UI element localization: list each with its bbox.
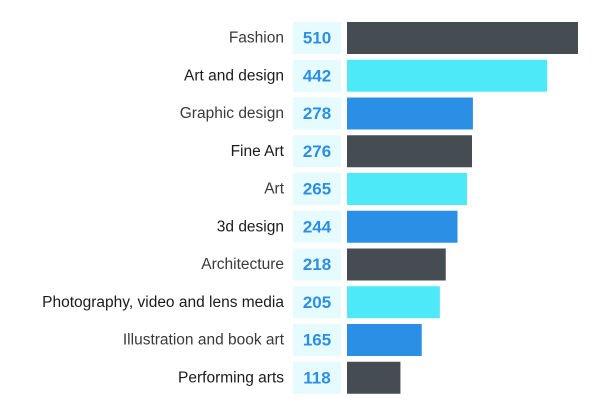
value-box (293, 210, 341, 243)
bar (347, 97, 473, 130)
bar-row: Art and design 442 (184, 59, 548, 92)
value-label: 510 (303, 29, 331, 48)
value-box (293, 324, 341, 356)
bar-row: Illustration and book art 165 (123, 324, 422, 356)
bar (347, 248, 446, 281)
bar-row: Photography, video and lens media 205 (42, 286, 440, 319)
bar-row: Art 265 (264, 173, 468, 205)
category-label: Photography, video and lens media (42, 294, 284, 311)
category-label: Graphic design (180, 105, 284, 122)
value-box (293, 286, 341, 319)
value-label: 278 (303, 104, 331, 123)
value-label: 218 (303, 255, 331, 274)
value-box (293, 97, 341, 130)
value-box (293, 173, 341, 205)
value-label: 118 (303, 368, 330, 387)
bar (347, 324, 422, 356)
value-label: 244 (303, 217, 332, 236)
bar-row: Graphic design 278 (180, 97, 473, 130)
bar (347, 22, 578, 54)
bar (347, 135, 473, 168)
bar (347, 361, 401, 394)
category-label: 3d design (217, 218, 284, 235)
value-box (293, 22, 341, 54)
value-label: 442 (303, 66, 331, 85)
value-box (293, 59, 341, 92)
category-label: Illustration and book art (123, 332, 285, 349)
bar-row: Fine Art 276 (231, 135, 473, 168)
category-label: Art (264, 181, 285, 198)
category-label: Performing arts (178, 369, 284, 386)
value-label: 165 (303, 331, 331, 350)
category-label: Architecture (201, 256, 284, 273)
category-label: Fashion (229, 30, 284, 47)
value-box (293, 135, 341, 168)
bar-row: Performing arts 118 (178, 361, 401, 394)
value-label: 205 (303, 293, 331, 312)
value-label: 265 (303, 180, 331, 199)
value-box (293, 361, 341, 394)
bar (347, 59, 548, 92)
category-label: Art and design (184, 67, 284, 84)
bar (347, 173, 468, 205)
bar-row: 3d design 244 (217, 210, 458, 243)
bar (347, 286, 440, 319)
value-label: 276 (303, 142, 331, 161)
bar (347, 210, 458, 243)
category-label: Fine Art (231, 143, 285, 160)
value-box (293, 248, 341, 281)
bar-row: Fashion 510 (229, 22, 578, 54)
bar-row: Architecture 218 (201, 248, 446, 281)
